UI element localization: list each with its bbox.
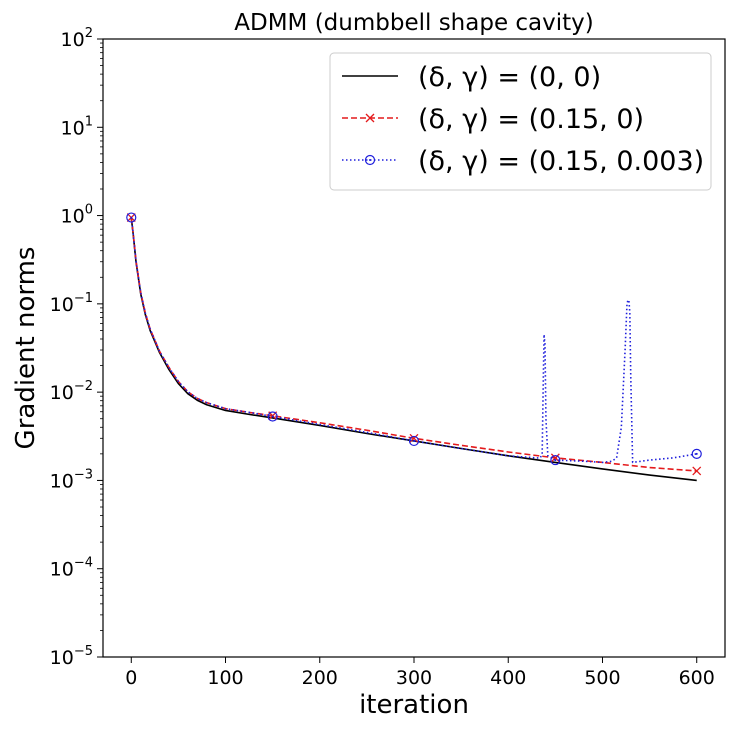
series-marker-3	[550, 454, 561, 466]
series-marker-3	[267, 411, 278, 422]
series-marker-3	[691, 448, 702, 459]
marker-dot	[413, 439, 415, 442]
plot-area	[126, 212, 702, 482]
marker-dot	[554, 459, 557, 462]
series-marker-3	[126, 212, 137, 223]
marker-stroke	[692, 466, 702, 476]
series-marker-3	[408, 435, 420, 447]
legend-marker	[365, 113, 375, 123]
y-tick-label: 102	[61, 26, 93, 51]
axes: 0 100 200 300 400 500 600 10−5 10−4 10−3 10−2 10−1 1…	[50, 26, 726, 689]
marker-ring	[267, 411, 278, 422]
marker-ring	[691, 448, 702, 459]
x-tick-label: 300	[396, 667, 432, 689]
y-axis-title: Gradient norms	[11, 247, 41, 450]
y-tick-label: 10−1	[50, 291, 93, 316]
marker-stroke	[550, 453, 560, 463]
x-tick-label: 600	[679, 667, 715, 689]
legend-box	[329, 52, 712, 191]
legend-label-3: (δ, γ) = (0.15, 0.003)	[418, 146, 704, 177]
marker-dot	[695, 452, 698, 455]
x-tick-label: 0	[125, 667, 137, 689]
series-marker-2	[692, 466, 702, 476]
y-tick-label: 10−3	[50, 467, 93, 492]
marker-ring	[126, 212, 137, 223]
marker-dot	[130, 216, 133, 219]
y-tick-label: 10−4	[50, 556, 93, 581]
legend-marker	[364, 154, 376, 166]
x-axis-title: iteration	[359, 690, 469, 720]
legend-marker	[369, 159, 371, 161]
y-tick-label: 100	[61, 203, 93, 228]
marker-ring	[408, 435, 420, 447]
legend-label-1: (δ, γ) = (0, 0)	[418, 62, 601, 93]
chart-title: ADMM (dumbbell shape cavity)	[234, 10, 594, 36]
y-tick-label: 10−2	[50, 379, 93, 404]
marker-ring	[550, 454, 561, 466]
x-tick-label: 500	[584, 667, 620, 689]
y-tick-label: 101	[61, 114, 93, 139]
x-tick-label: 400	[490, 667, 526, 689]
marker-dot	[271, 415, 274, 418]
legend: (δ, γ) = (0, 0) (δ, γ) = (0.15, 0) (δ, γ) …	[329, 52, 712, 191]
x-tick-label: 200	[302, 667, 338, 689]
y-tick-label: 10−5	[50, 644, 93, 669]
x-tick-label: 100	[207, 667, 243, 689]
legend-label-2: (δ, γ) = (0.15, 0)	[418, 104, 644, 135]
